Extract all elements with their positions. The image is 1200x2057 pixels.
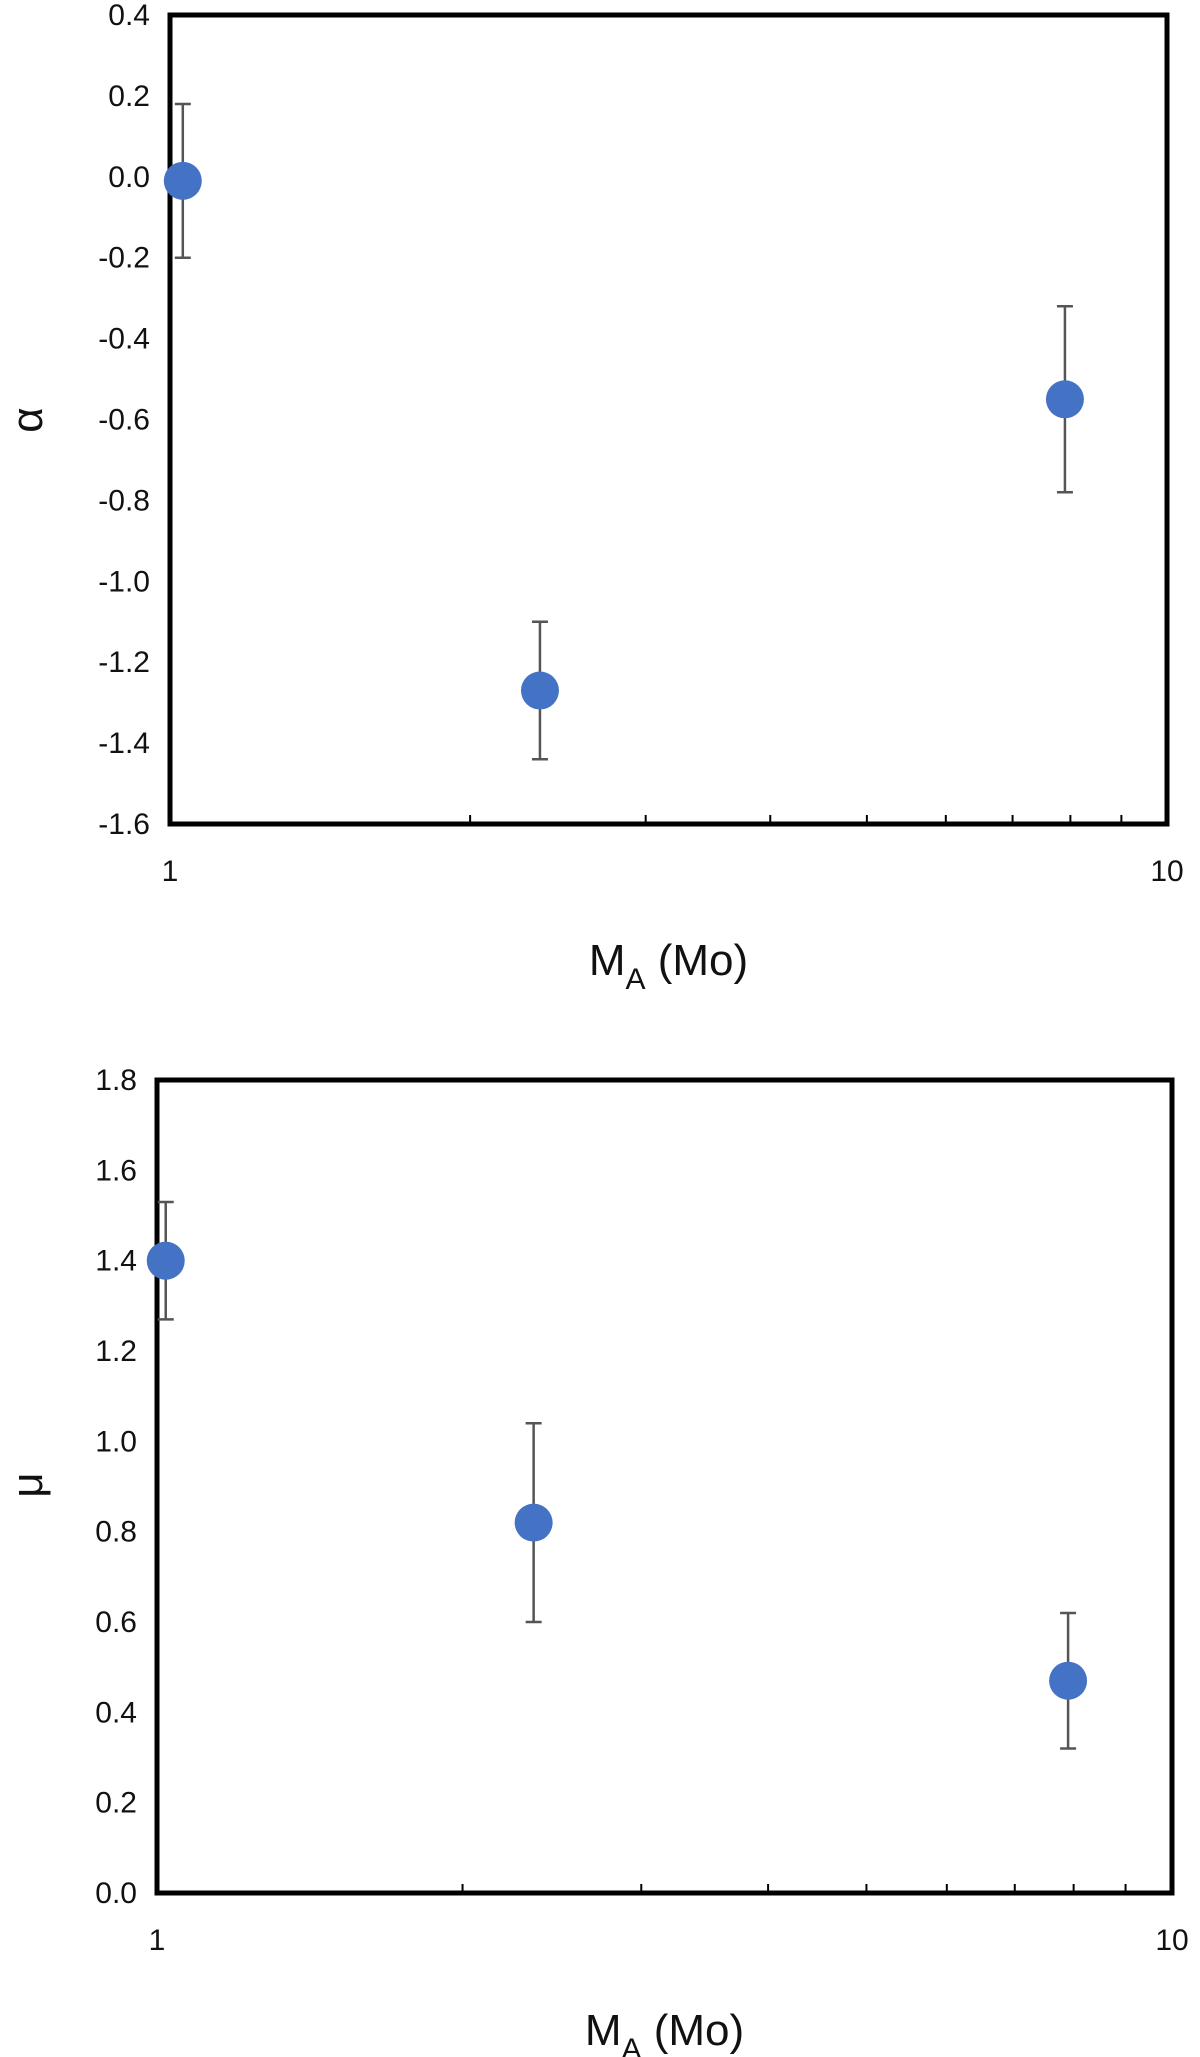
x-tick-label: 10 [1155, 1924, 1188, 1957]
y-tick-label: -1.4 [98, 727, 150, 760]
y-axis-title: μ [3, 1472, 52, 1497]
y-tick-label: 1.2 [95, 1335, 137, 1368]
y-tick-label: -0.4 [98, 323, 150, 356]
data-point [1049, 1661, 1088, 1700]
y-tick-label: 1.6 [95, 1154, 137, 1187]
data-point [1045, 380, 1084, 419]
y-tick-label: -1.6 [98, 808, 150, 841]
y-tick-label: -0.8 [98, 484, 150, 517]
y-tick-label: -1.0 [98, 565, 150, 598]
y-tick-label: -1.2 [98, 646, 150, 679]
y-tick-label: 0.0 [108, 161, 150, 194]
y-tick-label: -0.2 [98, 242, 150, 275]
y-tick-label: 0.0 [95, 1877, 137, 1910]
data-point [163, 161, 202, 200]
data-point [514, 1503, 553, 1542]
y-tick-label: 0.2 [108, 80, 150, 113]
x-tick-label: 10 [1150, 855, 1183, 888]
y-tick-label: 0.4 [108, 0, 150, 32]
plot-frame [167, 12, 1170, 827]
data-point [520, 671, 559, 710]
y-tick-label: 0.4 [95, 1696, 137, 1729]
y-tick-label: 0.6 [95, 1606, 137, 1639]
y-tick-label: 1.0 [95, 1425, 137, 1458]
y-tick-label: 1.4 [95, 1245, 137, 1278]
data-point [146, 1241, 185, 1280]
x-axis-title: MA (Mo) [589, 936, 748, 996]
y-axis-title: α [3, 407, 52, 432]
y-tick-label: 0.2 [95, 1787, 137, 1820]
alpha-panel: 0.4 0.2 0.0 -0.2 -0.4 -0.6 -0.8 -1.0 -1.2 -1.4 -1.… [3, 0, 1184, 996]
x-axis-title: MA (Mo) [585, 2006, 744, 2057]
y-tick-label: -0.6 [98, 404, 150, 437]
y-tick-label: 1.8 [95, 1064, 137, 1097]
x-tick-label: 1 [149, 1924, 166, 1957]
y-tick-label: 0.8 [95, 1516, 137, 1549]
mu-panel: 1.8 1.6 1.4 1.2 1.0 0.8 0.6 0.4 0.2 0.0 1 10 MA (Mo)… [3, 1064, 1189, 2057]
x-tick-label: 1 [162, 855, 179, 888]
plot-frame [154, 1077, 1175, 1896]
